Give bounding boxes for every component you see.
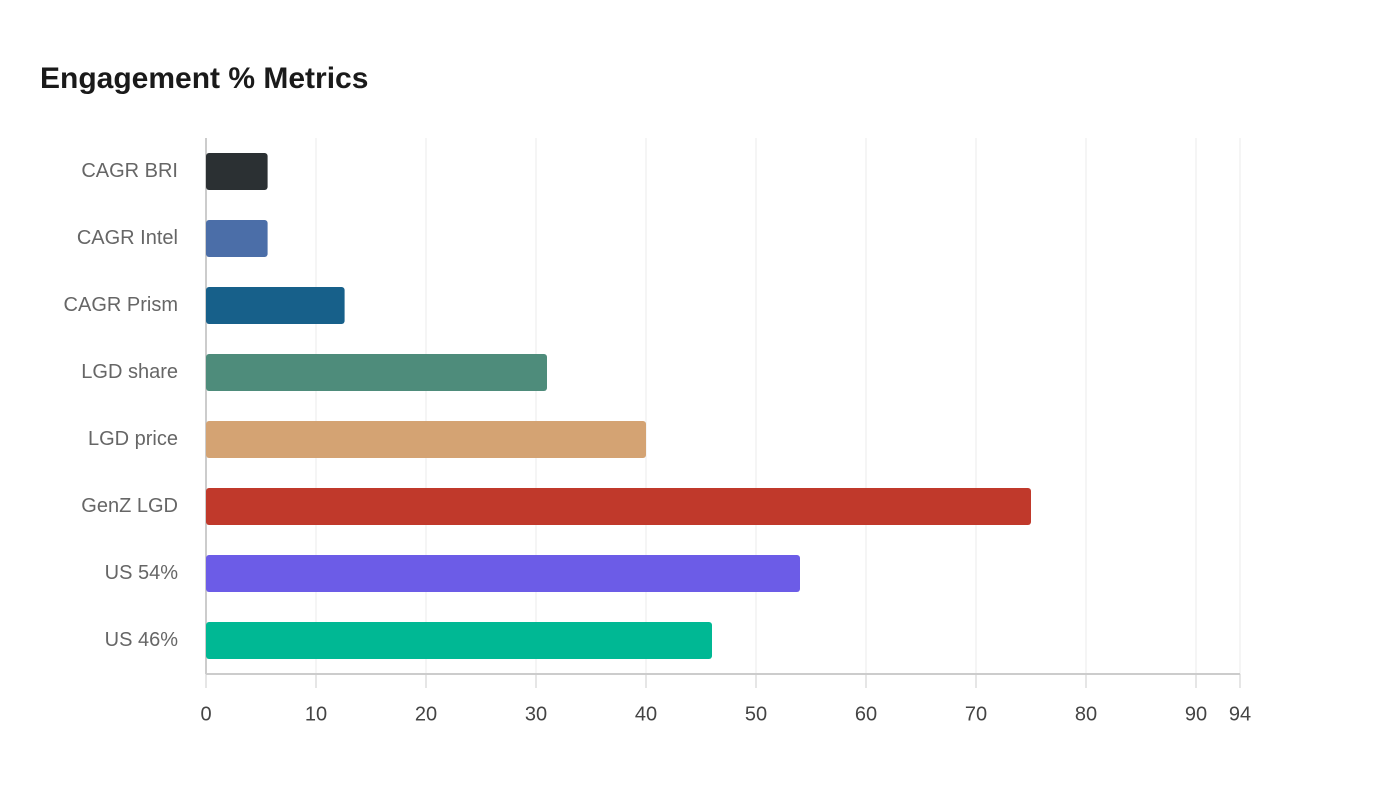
y-tick-label: CAGR Prism bbox=[64, 294, 178, 316]
chart-title: Engagement % Metrics bbox=[40, 62, 368, 95]
x-tick-label: 80 bbox=[1075, 703, 1097, 725]
bar bbox=[206, 153, 268, 190]
x-tick-label: 0 bbox=[200, 703, 211, 725]
bar bbox=[206, 622, 712, 659]
y-tick-label: US 46% bbox=[105, 629, 179, 651]
x-tick-label: 10 bbox=[305, 703, 327, 725]
y-tick-label: GenZ LGD bbox=[81, 495, 178, 517]
y-tick-label: LGD price bbox=[88, 428, 178, 450]
x-tick-label: 20 bbox=[415, 703, 437, 725]
bar bbox=[206, 287, 345, 324]
x-tick-label: 60 bbox=[855, 703, 877, 725]
x-tick-label: 70 bbox=[965, 703, 987, 725]
bar bbox=[206, 488, 1031, 525]
y-tick-label: US 54% bbox=[105, 562, 179, 584]
x-tick-label: 94 bbox=[1229, 703, 1251, 725]
x-tick-label: 30 bbox=[525, 703, 547, 725]
bar bbox=[206, 421, 646, 458]
y-tick-label: CAGR BRI bbox=[81, 160, 178, 182]
bar bbox=[206, 354, 547, 391]
bar bbox=[206, 555, 800, 592]
bar bbox=[206, 220, 268, 257]
x-tick-label: 40 bbox=[635, 703, 657, 725]
x-tick-label: 90 bbox=[1185, 703, 1207, 725]
y-tick-label: CAGR Intel bbox=[77, 227, 178, 249]
x-tick-label: 50 bbox=[745, 703, 767, 725]
y-tick-label: LGD share bbox=[81, 361, 178, 383]
